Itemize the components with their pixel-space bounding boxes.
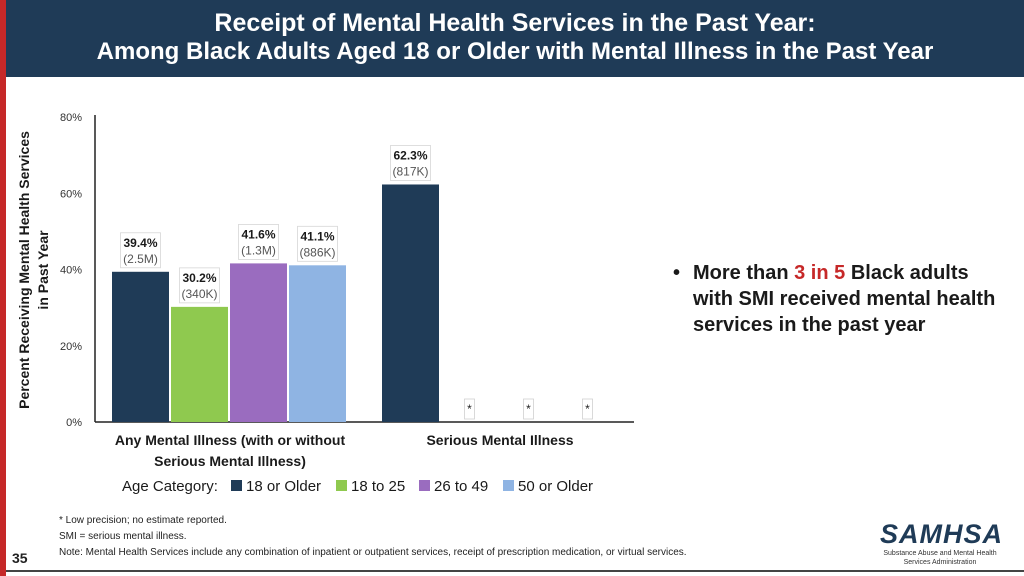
title-line-2: Among Black Adults Aged 18 or Older with… — [96, 38, 934, 65]
data-label-value: 41.6% — [241, 227, 275, 241]
legend-label: 26 to 49 — [434, 478, 488, 495]
legend-label: 50 or Older — [518, 478, 593, 495]
suppressed-marker: * — [467, 402, 472, 416]
data-label-count: (340K) — [181, 287, 217, 301]
data-label-box — [297, 225, 338, 262]
legend-label: 18 or Older — [246, 478, 321, 495]
suppressed-marker-box — [523, 398, 534, 420]
suppressed-marker-box — [582, 398, 593, 420]
x-category-label-line-2: Serious Mental Illness) — [154, 453, 306, 469]
bar — [112, 271, 169, 422]
logo-subtitle-2: Services Administration — [903, 559, 977, 566]
footer-rule — [6, 570, 1024, 572]
bullet-dot: • — [673, 262, 681, 284]
footnotes: * Low precision; no estimate reported. S… — [59, 513, 687, 561]
y-tick-label: 0% — [66, 417, 82, 429]
data-label-count: (886K) — [299, 245, 335, 259]
bullet-text-post: Black adults with SMI received mental he… — [693, 262, 996, 336]
data-label-count: (1.3M) — [241, 243, 276, 257]
page-number: 35 — [12, 550, 28, 566]
footnote-precision: * Low precision; no estimate reported. — [59, 515, 227, 526]
legend-swatch — [336, 480, 347, 491]
bar — [289, 265, 346, 422]
samhsa-logo: SAMHSA Substance Abuse and Mental Health… — [880, 519, 1004, 567]
accent-bar — [0, 0, 6, 576]
legend-swatch — [419, 480, 430, 491]
data-label-value: 41.1% — [300, 229, 334, 243]
data-label-count: (817K) — [392, 164, 428, 178]
suppressed-marker: * — [585, 402, 590, 416]
y-tick-label: 60% — [60, 188, 82, 200]
key-finding-bullet: • More than 3 in 5 Black adults with SMI… — [673, 260, 1013, 338]
logo-subtitle-1: Substance Abuse and Mental Health — [883, 550, 997, 557]
slide-header: Receipt of Mental Health Services in the… — [6, 0, 1024, 77]
legend-title: Age Category: — [122, 478, 218, 495]
footnote-services: Note: Mental Health Services include any… — [59, 547, 687, 558]
title-line-1: Receipt of Mental Health Services in the… — [214, 9, 816, 37]
x-category-label-line-1: Serious Mental Illness — [426, 432, 573, 448]
data-label-box — [390, 145, 431, 181]
legend-swatch — [503, 480, 514, 491]
y-axis-label-line-1: Percent Receiving Mental Health Services — [16, 131, 32, 409]
data-label-value: 62.3% — [393, 148, 427, 162]
bar — [382, 184, 439, 422]
y-axis-label-line-2: in Past Year — [35, 230, 51, 310]
x-category-label-line-1: Any Mental Illness (with or without — [115, 432, 346, 448]
suppressed-marker: * — [526, 402, 531, 416]
data-label-value: 30.2% — [182, 271, 216, 285]
data-label-box — [179, 267, 220, 304]
data-label-count: (2.5M) — [123, 252, 158, 266]
bar — [171, 306, 228, 422]
footnote-smi: SMI = serious mental illness. — [59, 531, 187, 542]
y-tick-label: 20% — [60, 341, 82, 353]
data-label-value: 39.4% — [123, 236, 157, 250]
legend-label: 18 to 25 — [351, 478, 405, 495]
bullet-highlight: 3 in 5 — [794, 262, 846, 284]
bullet-text-pre: More than — [693, 262, 795, 284]
data-label-box — [238, 223, 279, 260]
y-tick-label: 40% — [60, 265, 82, 277]
logo-name: SAMHSA — [880, 519, 1004, 549]
suppressed-marker-box — [464, 398, 475, 420]
bar — [230, 263, 287, 422]
legend-swatch — [231, 480, 242, 491]
data-label-box — [120, 232, 161, 269]
y-tick-label: 80% — [60, 112, 82, 124]
